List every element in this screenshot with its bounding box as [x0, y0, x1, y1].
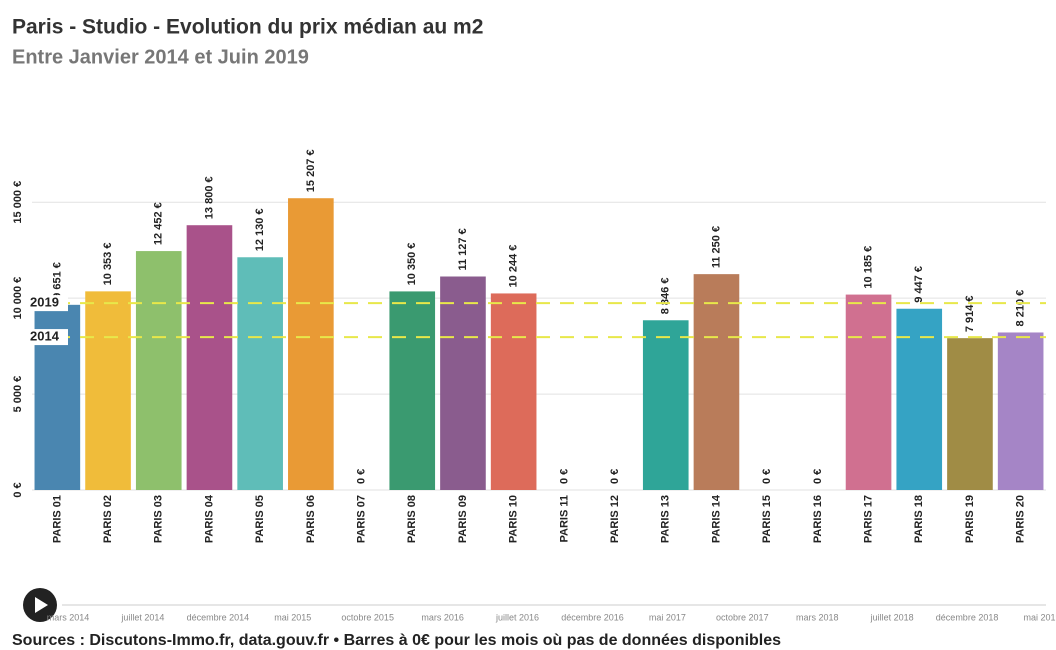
timeline-label: juillet 2016	[495, 612, 539, 622]
timeline-label: mars 2014	[47, 612, 90, 622]
bar	[237, 257, 283, 490]
x-tick-label: PARIS 15	[761, 495, 773, 543]
value-label: 10 350 €	[406, 243, 418, 286]
chart-subtitle: Entre Janvier 2014 et Juin 2019	[12, 46, 309, 68]
bar	[186, 225, 233, 490]
bar	[642, 320, 689, 490]
value-label: 12 452 €	[153, 202, 165, 245]
y-tick-label: 10 000 €	[12, 277, 24, 320]
value-label: 9 447 €	[913, 266, 925, 303]
value-label: 13 800 €	[203, 176, 215, 219]
bar	[997, 332, 1044, 490]
x-tick-label: PARIS 13	[660, 495, 672, 543]
timeline-label: décembre 2014	[187, 612, 250, 622]
bar	[389, 291, 436, 490]
value-label: 11 127 €	[457, 228, 469, 270]
value-label: 8 846 €	[660, 278, 672, 315]
y-tick-label: 15 000 €	[12, 181, 24, 224]
x-tick-label: PARIS 11	[558, 495, 570, 543]
x-tick-label: PARIS 17	[862, 495, 874, 543]
play-icon	[35, 597, 48, 613]
y-tick-label: 5 000 €	[12, 376, 24, 413]
value-label: 7 914 €	[964, 295, 976, 332]
bar	[947, 338, 993, 490]
reference-label: 2019	[30, 295, 59, 310]
bar	[845, 294, 892, 490]
y-tick-label: 0 €	[12, 482, 24, 497]
value-label: 10 353 €	[102, 243, 114, 286]
value-label: 0 €	[355, 469, 367, 484]
x-tick-label: PARIS 08	[406, 495, 418, 543]
timeline-label: mai 2019	[1023, 612, 1056, 622]
x-tick-label: PARIS 02	[102, 495, 114, 543]
x-tick-label: PARIS 10	[508, 495, 520, 543]
x-tick-label: PARIS 07	[355, 495, 367, 543]
x-tick-label: PARIS 12	[609, 495, 621, 543]
timeline-label: juillet 2018	[870, 612, 914, 622]
bar	[440, 276, 486, 490]
timeline-label: juillet 2014	[120, 612, 164, 622]
x-tick-label: PARIS 09	[457, 495, 469, 543]
x-tick-label: PARIS 16	[812, 495, 824, 543]
timeline-label: décembre 2016	[561, 612, 624, 622]
x-tick-label: PARIS 01	[51, 495, 63, 543]
reference-label: 2014	[30, 329, 60, 344]
x-tick-label: PARIS 06	[305, 495, 317, 543]
timeline-label: mai 2017	[649, 612, 686, 622]
value-label: 10 185 €	[862, 246, 874, 289]
value-label: 9 651 €	[51, 262, 63, 299]
x-tick-label: PARIS 18	[913, 495, 925, 543]
timeline-label: octobre 2015	[341, 612, 394, 622]
source: Sources : Discutons-Immo.fr, data.gouv.f…	[12, 632, 781, 649]
bar	[693, 274, 740, 490]
bar	[85, 291, 131, 490]
value-label: 0 €	[812, 469, 824, 484]
value-label: 10 244 €	[508, 245, 520, 288]
timeline-label: octobre 2017	[716, 612, 769, 622]
value-label: 12 130 €	[254, 208, 266, 251]
timeline-label: mars 2016	[421, 612, 464, 622]
x-tick-label: PARIS 05	[254, 495, 266, 543]
value-label: 15 207 €	[305, 149, 317, 192]
bar	[490, 293, 537, 490]
bar	[288, 198, 334, 490]
x-tick-label: PARIS 20	[1015, 495, 1027, 543]
value-label: 0 €	[761, 469, 773, 484]
x-tick-label: PARIS 03	[153, 495, 165, 543]
x-tick-label: PARIS 04	[203, 494, 215, 543]
value-label: 0 €	[558, 469, 570, 484]
value-label: 8 210 €	[1015, 290, 1027, 327]
timeline-label: mai 2015	[274, 612, 311, 622]
reference-label-bg	[28, 295, 68, 312]
bar	[896, 308, 943, 490]
timeline-label: mars 2018	[796, 612, 839, 622]
bar	[135, 251, 182, 490]
reference-label-bg	[28, 329, 68, 346]
x-tick-label: PARIS 14	[710, 494, 722, 543]
x-tick-label: PARIS 19	[964, 495, 976, 543]
timeline-label: décembre 2018	[936, 612, 999, 622]
value-label: 0 €	[609, 469, 621, 484]
value-label: 11 250 €	[710, 226, 722, 268]
chart-title: Paris - Studio - Evolution du prix média…	[12, 16, 483, 39]
